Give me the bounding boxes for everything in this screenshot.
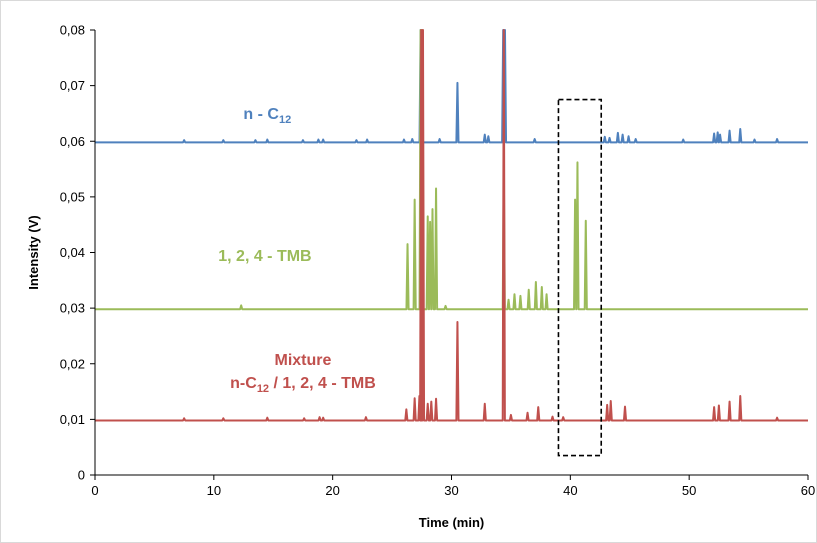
y-tick-label: 0 [78,468,85,483]
series-label-subscript: 12 [257,383,269,395]
y-tick-label: 0,04 [60,245,85,260]
series-label-main: 1, 2, 4 - TMB [218,248,311,265]
x-axis-ticks: 0 10 20 30 40 50 60 [91,475,815,498]
x-tick-label: 10 [207,483,221,498]
y-tick-label: 0,01 [60,412,85,427]
axes: 0 10 20 30 40 50 60 00,010,020,030,040,050,060… [26,23,815,531]
series-label-rest: / 1, 2, 4 - TMB [269,375,376,392]
x-tick-label: 0 [91,483,98,498]
y-tick-label: 0,07 [60,78,85,93]
series-label-mix: Mixture [275,352,332,369]
highlight-box [557,98,603,457]
x-tick-label: 20 [325,483,339,498]
y-tick-label: 0,02 [60,356,85,371]
x-axis-title: Time (min) [419,515,485,530]
series-label-line2-mix: n-C12 / 1, 2, 4 - TMB [230,375,376,395]
x-tick-label: 40 [563,483,577,498]
y-tick-label: 0,03 [60,301,85,316]
x-tick-label: 50 [682,483,696,498]
y-tick-label: 0,05 [60,189,85,204]
series-label-main: Mixture [275,352,332,369]
y-axis-ticks: 0 0,01 0,02 0,03 0,04 0,05 0,06 0,07 0,08 [60,23,95,483]
x-tick-label: 60 [801,483,815,498]
series-label-main: n - C [243,106,279,123]
y-tick-label: 0,08 [60,23,85,38]
series-label-prefix: n-C [230,375,257,392]
series-label-c12: n - C12 [243,106,291,126]
y-axis-title: Intensity (V) [26,215,41,289]
series-label-tmb: 1, 2, 4 - TMB [218,248,311,265]
x-tick-label: 30 [444,483,458,498]
y-tick-label: 0,06 [60,134,85,149]
series-label-subscript: 12 [279,114,291,126]
plot-area [95,29,808,457]
